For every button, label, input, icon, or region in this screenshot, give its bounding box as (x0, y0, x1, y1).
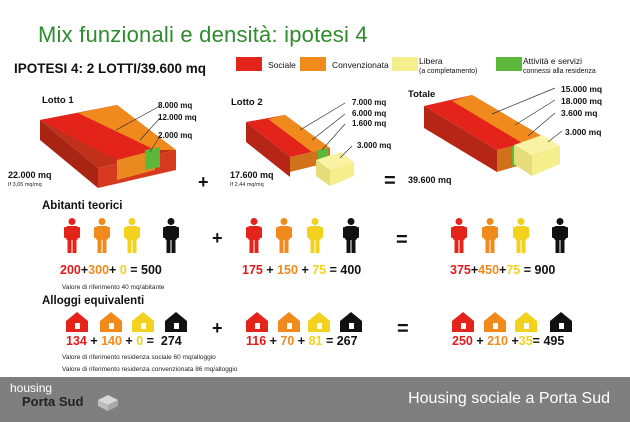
abitanti-plus: + (212, 228, 223, 248)
legend-label-libera: Libera (419, 56, 443, 66)
lotto1-title: Lotto 1 (42, 95, 74, 106)
legend-label-sociale: Sociale (268, 60, 296, 70)
alloggi-calc-lotto1: 134 + 140 + 0 = 274 (66, 334, 182, 348)
lotto2-label-libera: 3.000 mq (357, 141, 392, 150)
totale-title: Totale (408, 89, 436, 100)
house-icon-convenzionata (100, 312, 122, 332)
calc-result: 274 (160, 334, 182, 348)
calc-value-libera: 75 (312, 263, 327, 277)
abitanti-section-title: Abitanti teorici (42, 200, 123, 212)
lotto1-label-convenzionata: 12.000 mq (158, 113, 197, 122)
calc-value-convenzionata: 140 (101, 334, 122, 348)
house-icon-libera (308, 312, 330, 332)
legend-sub-attivita: connessi alla residenza (523, 68, 596, 75)
brand-logo-top: housing (10, 381, 53, 395)
lotto1-volume (40, 105, 176, 188)
footer-title: Housing sociale a Porta Sud (408, 390, 610, 407)
legend-label-convenzionata: Convenzionata (332, 60, 389, 70)
totale-label-convenzionata: 18.000 mq (561, 96, 603, 106)
lotto2-density: If 2,44 mq/mq (230, 182, 264, 188)
calc-value-convenzionata: 70 (280, 334, 295, 348)
alloggi-plus: + (212, 318, 223, 338)
totale-volume (424, 87, 563, 176)
abitanti-equals: = (396, 229, 408, 251)
abitanti-calc-lotto2: 175 + 150 + 75 = 400 (242, 263, 362, 277)
legend-sub-libera: (a completamento) (419, 68, 478, 75)
brand-logo-bottom: Porta Sud (22, 394, 84, 409)
totale-label-attivita: 3.600 mq (561, 108, 598, 118)
house-icon-totale (340, 312, 362, 332)
calc-value-sociale: 250 (452, 334, 473, 348)
calc-value-libera: 81 (308, 334, 323, 348)
house-icon-libera (515, 312, 537, 332)
alloggi-equals: = (397, 318, 409, 340)
brand-cube-icon (98, 395, 118, 411)
abitanti-calc-lotto1: 200+300+ 0 = 500 (60, 263, 162, 277)
equals-sign-lotti: = (384, 170, 396, 192)
calc-value-sociale: 375 (450, 263, 471, 277)
house-icon-sociale (66, 312, 88, 332)
calc-value-sociale: 175 (242, 263, 263, 277)
house-icon-sociale (452, 312, 474, 332)
abitanti-note: Valore di riferimento 40 mq/abitante (62, 284, 165, 291)
alloggi-calc-lotto2: 116 + 70 + 81 = 267 (246, 334, 358, 348)
legend-swatch-libera (392, 57, 418, 71)
page-title: Mix funzionali e densità: ipotesi 4 (38, 22, 368, 47)
lotto1-label-sociale: 8.000 mq (158, 101, 193, 110)
alloggi-calc-totale: 250 + 210 +35= 495 (452, 334, 565, 348)
calc-value-sociale: 116 (246, 334, 267, 348)
alloggi-note-convenzionata: Valore di riferimento residenza convenzi… (62, 366, 238, 373)
lotto1-density: If 3,65 mq/mq (8, 182, 42, 188)
calc-value-convenzionata: 300 (88, 263, 110, 277)
legend-label-attivita: Attività e servizi (523, 56, 583, 66)
calc-value-libera: 0 (136, 334, 144, 348)
legend-swatch-attivita (496, 57, 522, 71)
lotto2-label-attivita: 1.600 mq (352, 119, 387, 128)
house-icon-convenzionata (278, 312, 300, 332)
calc-result: 495 (543, 334, 565, 348)
calc-result: 500 (141, 263, 162, 277)
calc-value-libera: 35 (518, 334, 533, 348)
lotto1-total: 22.000 mq (8, 170, 52, 180)
calc-value-sociale: 200 (60, 263, 81, 277)
abitanti-calc-totale: 375+450+75 = 900 (450, 263, 556, 277)
lotto2-title: Lotto 2 (231, 97, 263, 108)
totale-total: 39.600 mq (408, 175, 452, 185)
house-icon-libera (132, 312, 154, 332)
alloggi-section-title: Alloggi equivalenti (42, 295, 145, 307)
totale-label-libera: 3.000 mq (565, 127, 602, 137)
lotto2-volume (246, 102, 354, 186)
lotto2-label-convenzionata: 6.000 mq (352, 109, 387, 118)
calc-value-libera: 0 (119, 263, 127, 277)
calc-value-convenzionata: 150 (277, 263, 298, 277)
lotto2-label-sociale: 7.000 mq (352, 98, 387, 107)
house-icon-totale (550, 312, 572, 332)
calc-value-convenzionata: 450 (478, 263, 500, 277)
calc-value-libera: 75 (506, 263, 521, 277)
house-icon-sociale (246, 312, 268, 332)
plus-sign-lotti: + (198, 172, 209, 192)
calc-result: 900 (534, 263, 556, 277)
lotto2-total: 17.600 mq (230, 170, 274, 180)
calc-value-convenzionata: 210 (487, 334, 508, 348)
alloggi-note-sociale: Valore di riferimento residenza sociale … (62, 354, 216, 361)
house-icon-totale (165, 312, 187, 332)
calc-value-sociale: 134 (66, 334, 87, 348)
calc-result: 267 (336, 334, 358, 348)
legend-swatch-sociale (236, 57, 262, 71)
lotto1-label-attivita: 2.000 mq (158, 131, 193, 140)
calc-result: 400 (340, 263, 362, 277)
house-icon-convenzionata (484, 312, 506, 332)
totale-label-sociale: 15.000 mq (561, 84, 603, 94)
legend-swatch-convenzionata (300, 57, 326, 71)
scenario-subtitle: IPOTESI 4: 2 LOTTI/39.600 mq (14, 61, 207, 76)
